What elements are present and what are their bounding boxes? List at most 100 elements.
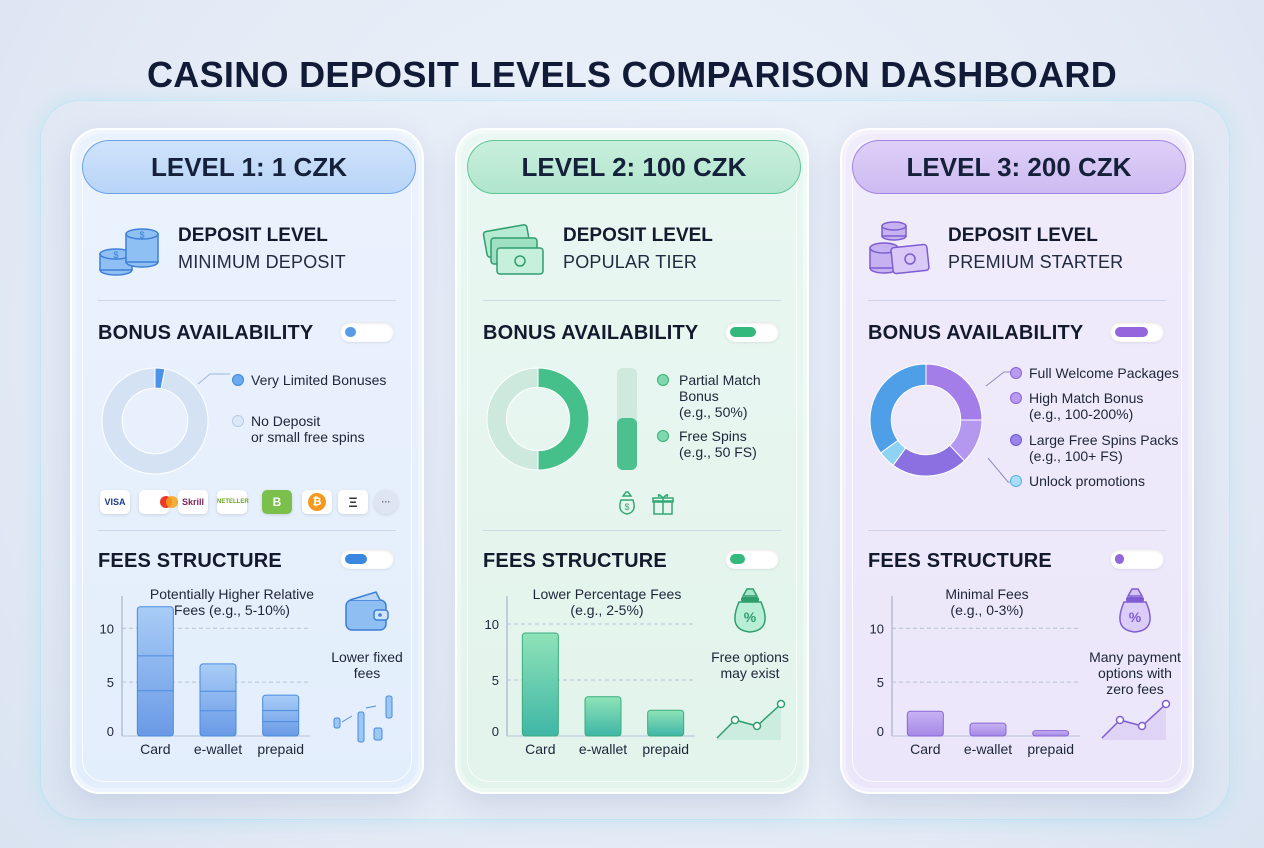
y-tick-label: 0: [492, 724, 499, 739]
svg-text:%: %: [1129, 609, 1142, 625]
deposit-level-sub: POPULAR TIER: [563, 252, 698, 272]
divider: [868, 300, 1166, 301]
donut-slice: [537, 367, 590, 471]
neteller-icon[interactable]: NETELLER: [217, 490, 249, 514]
fees-toggle[interactable]: [725, 549, 779, 569]
legend-leader-lines: [985, 371, 1012, 483]
visa-icon[interactable]: VISA: [100, 490, 130, 514]
donut-slice: [486, 367, 539, 471]
coins-icon: $ $: [99, 228, 159, 276]
x-tick-label: e-wallet: [579, 741, 627, 757]
legend-dot: [1010, 434, 1022, 446]
bar-prepaid: [262, 694, 300, 737]
wallet-icon: [345, 591, 389, 631]
fees-title: FEES STRUCTURE: [483, 550, 667, 572]
legend-dot: [657, 374, 669, 386]
coins-cash-icon: [869, 221, 930, 275]
bonus-title: BONUS AVAILABILITY: [98, 322, 314, 344]
svg-text:$: $: [624, 502, 629, 512]
level-header-2[interactable]: LEVEL 2: 100 CZK: [467, 140, 801, 194]
deposit-level-label: DEPOSIT LEVEL: [563, 225, 713, 246]
side-note: Many payment options with zero fees: [1089, 649, 1181, 697]
divider: [483, 300, 781, 301]
legend-dot: [1010, 475, 1022, 487]
legend-dot: [232, 374, 244, 386]
fees-toggle[interactable]: [1110, 549, 1164, 569]
mastercard-icon[interactable]: [139, 490, 178, 514]
bar-e-wallet: [969, 722, 1007, 737]
level-header-1[interactable]: LEVEL 1: 1 CZK: [82, 140, 416, 194]
bonus-legend-3: Large Free Spins Packs (e.g., 100+ FS): [1029, 432, 1179, 464]
bonus-donut: [486, 367, 590, 471]
bonus-toggle[interactable]: [340, 322, 394, 342]
fees-title: FEES STRUCTURE: [868, 550, 1052, 572]
svg-text:$: $: [113, 250, 118, 260]
bonus-toggle[interactable]: [725, 322, 779, 342]
bonus-legend-1: Partial Match Bonus (e.g., 50%): [679, 372, 761, 420]
fees-toggle[interactable]: [340, 549, 394, 569]
bonus-legend-2: No Deposit or small free spins: [251, 413, 365, 445]
bar-Card: [136, 606, 174, 737]
x-tick-label: Card: [910, 741, 940, 757]
level-card-3: LEVEL 3: 200 CZK DEPOSIT LEVEL PREMIUM S…: [840, 128, 1194, 794]
x-tick-label: Card: [140, 741, 170, 757]
bar-prepaid: [1032, 730, 1070, 737]
fees-bar-chart: 10 5 0 Card e-wallet prepaid: [870, 596, 1080, 757]
x-tick-label: prepaid: [257, 741, 304, 757]
transfer-icon: [333, 695, 393, 743]
donut-slice: [869, 363, 927, 454]
divider: [98, 530, 396, 531]
dashboard-title: CASINO DEPOSIT LEVELS COMPARISON DASHBOA…: [146, 54, 1117, 95]
legend-dot: [1010, 392, 1022, 404]
bonus-donut: [869, 363, 983, 477]
bonus-legend-4: Unlock promotions: [1029, 473, 1145, 489]
fees-bar-chart: 10 5 0 Card e-wallet prepaid: [485, 596, 695, 757]
side-note: Lower fixed fees: [331, 649, 403, 681]
y-tick-label: 0: [877, 724, 884, 739]
money-bag-icon: $: [619, 491, 635, 515]
fees-title: FEES STRUCTURE: [98, 550, 282, 572]
bonus-legend-2: High Match Bonus (e.g., 100-200%): [1029, 390, 1144, 422]
bar-Card: [521, 632, 559, 737]
more-icon[interactable]: ···: [374, 490, 398, 514]
donut-slice: [925, 363, 983, 421]
level-card-2: LEVEL 2: 100 CZK DEPOSIT LEVEL POPULAR T…: [455, 128, 809, 794]
level-header-3[interactable]: LEVEL 3: 200 CZK: [852, 140, 1186, 194]
y-tick-label: 5: [877, 675, 884, 690]
svg-text:$: $: [139, 230, 144, 240]
donut-slice: [101, 367, 209, 475]
x-tick-label: Card: [525, 741, 555, 757]
legend-dot: [657, 430, 669, 442]
bar-prepaid: [647, 709, 685, 737]
bitcoin-cash-icon[interactable]: B: [262, 490, 292, 514]
deposit-level-sub: PREMIUM STARTER: [948, 252, 1124, 272]
ethereum-icon[interactable]: Ξ: [338, 490, 368, 514]
bonus-legend-1: Very Limited Bonuses: [251, 372, 387, 388]
x-tick-label: e-wallet: [964, 741, 1012, 757]
side-note: Free options may exist: [711, 649, 789, 681]
svg-text:%: %: [744, 609, 757, 625]
bonus-title: BONUS AVAILABILITY: [868, 322, 1084, 344]
bonus-title: BONUS AVAILABILITY: [483, 322, 699, 344]
divider: [483, 530, 781, 531]
trend-line-icon: [1101, 699, 1171, 740]
deposit-level-label: DEPOSIT LEVEL: [178, 225, 328, 246]
gift-icon: [652, 494, 674, 515]
legend-dot: [1010, 367, 1022, 379]
fees-bar-chart: 10 5 0 Card e-wallet prepaid: [100, 596, 310, 757]
y-tick-label: 10: [870, 621, 884, 636]
x-tick-label: prepaid: [1027, 741, 1074, 757]
x-tick-label: e-wallet: [194, 741, 242, 757]
free-spins-gauge: [617, 368, 637, 470]
divider: [98, 300, 396, 301]
divider: [868, 530, 1166, 531]
y-tick-label: 10: [100, 621, 114, 636]
y-tick-label: 5: [107, 675, 114, 690]
fees-caption: Minimal Fees (e.g., 0-3%): [945, 586, 1029, 618]
bitcoin-icon[interactable]: ₿: [302, 490, 332, 514]
fees-caption: Potentially Higher Relative Fees (e.g., …: [149, 586, 315, 618]
skrill-icon[interactable]: Skrill: [178, 490, 208, 514]
bar-Card: [906, 710, 944, 737]
bonus-toggle[interactable]: [1110, 322, 1164, 342]
y-tick-label: 0: [107, 724, 114, 739]
